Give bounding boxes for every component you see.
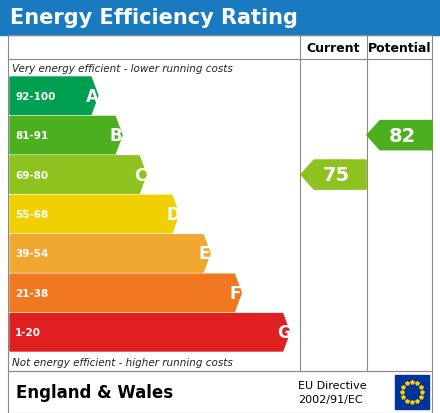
Text: F: F (230, 284, 241, 302)
Text: 69-80: 69-80 (15, 170, 48, 180)
Polygon shape (10, 78, 98, 115)
Bar (8, 371, 432, 413)
Text: 1-20: 1-20 (15, 328, 41, 337)
Text: 75: 75 (323, 166, 350, 185)
Polygon shape (301, 161, 366, 190)
Text: 82: 82 (389, 126, 416, 145)
Text: 2002/91/EC: 2002/91/EC (298, 394, 363, 404)
Polygon shape (367, 121, 432, 150)
Text: D: D (166, 206, 180, 223)
Text: England & Wales: England & Wales (16, 383, 173, 401)
Text: C: C (134, 166, 147, 184)
Polygon shape (10, 235, 210, 273)
Bar (0, 371, 440, 413)
Text: EU Directive: EU Directive (298, 380, 367, 390)
Text: A: A (85, 88, 99, 105)
Text: 81-91: 81-91 (15, 131, 48, 141)
Text: G: G (277, 323, 290, 342)
Text: 21-38: 21-38 (15, 288, 48, 298)
Bar (395, 375, 429, 409)
Polygon shape (10, 157, 146, 194)
Polygon shape (10, 275, 242, 312)
Text: Not energy efficient - higher running costs: Not energy efficient - higher running co… (12, 357, 233, 367)
Polygon shape (10, 117, 122, 154)
Text: 39-54: 39-54 (15, 249, 48, 259)
Text: 55-68: 55-68 (15, 209, 48, 219)
Text: Very energy efficient - lower running costs: Very energy efficient - lower running co… (12, 64, 233, 74)
Text: 92-100: 92-100 (15, 92, 55, 102)
Text: Current: Current (307, 41, 360, 55)
Polygon shape (10, 314, 290, 351)
Polygon shape (10, 196, 179, 233)
Text: Energy Efficiency Rating: Energy Efficiency Rating (10, 8, 298, 28)
Text: E: E (198, 245, 210, 263)
Bar (8, 36, 432, 371)
Text: B: B (110, 127, 122, 145)
Bar (0, 0, 440, 36)
Text: Potential: Potential (368, 41, 431, 55)
